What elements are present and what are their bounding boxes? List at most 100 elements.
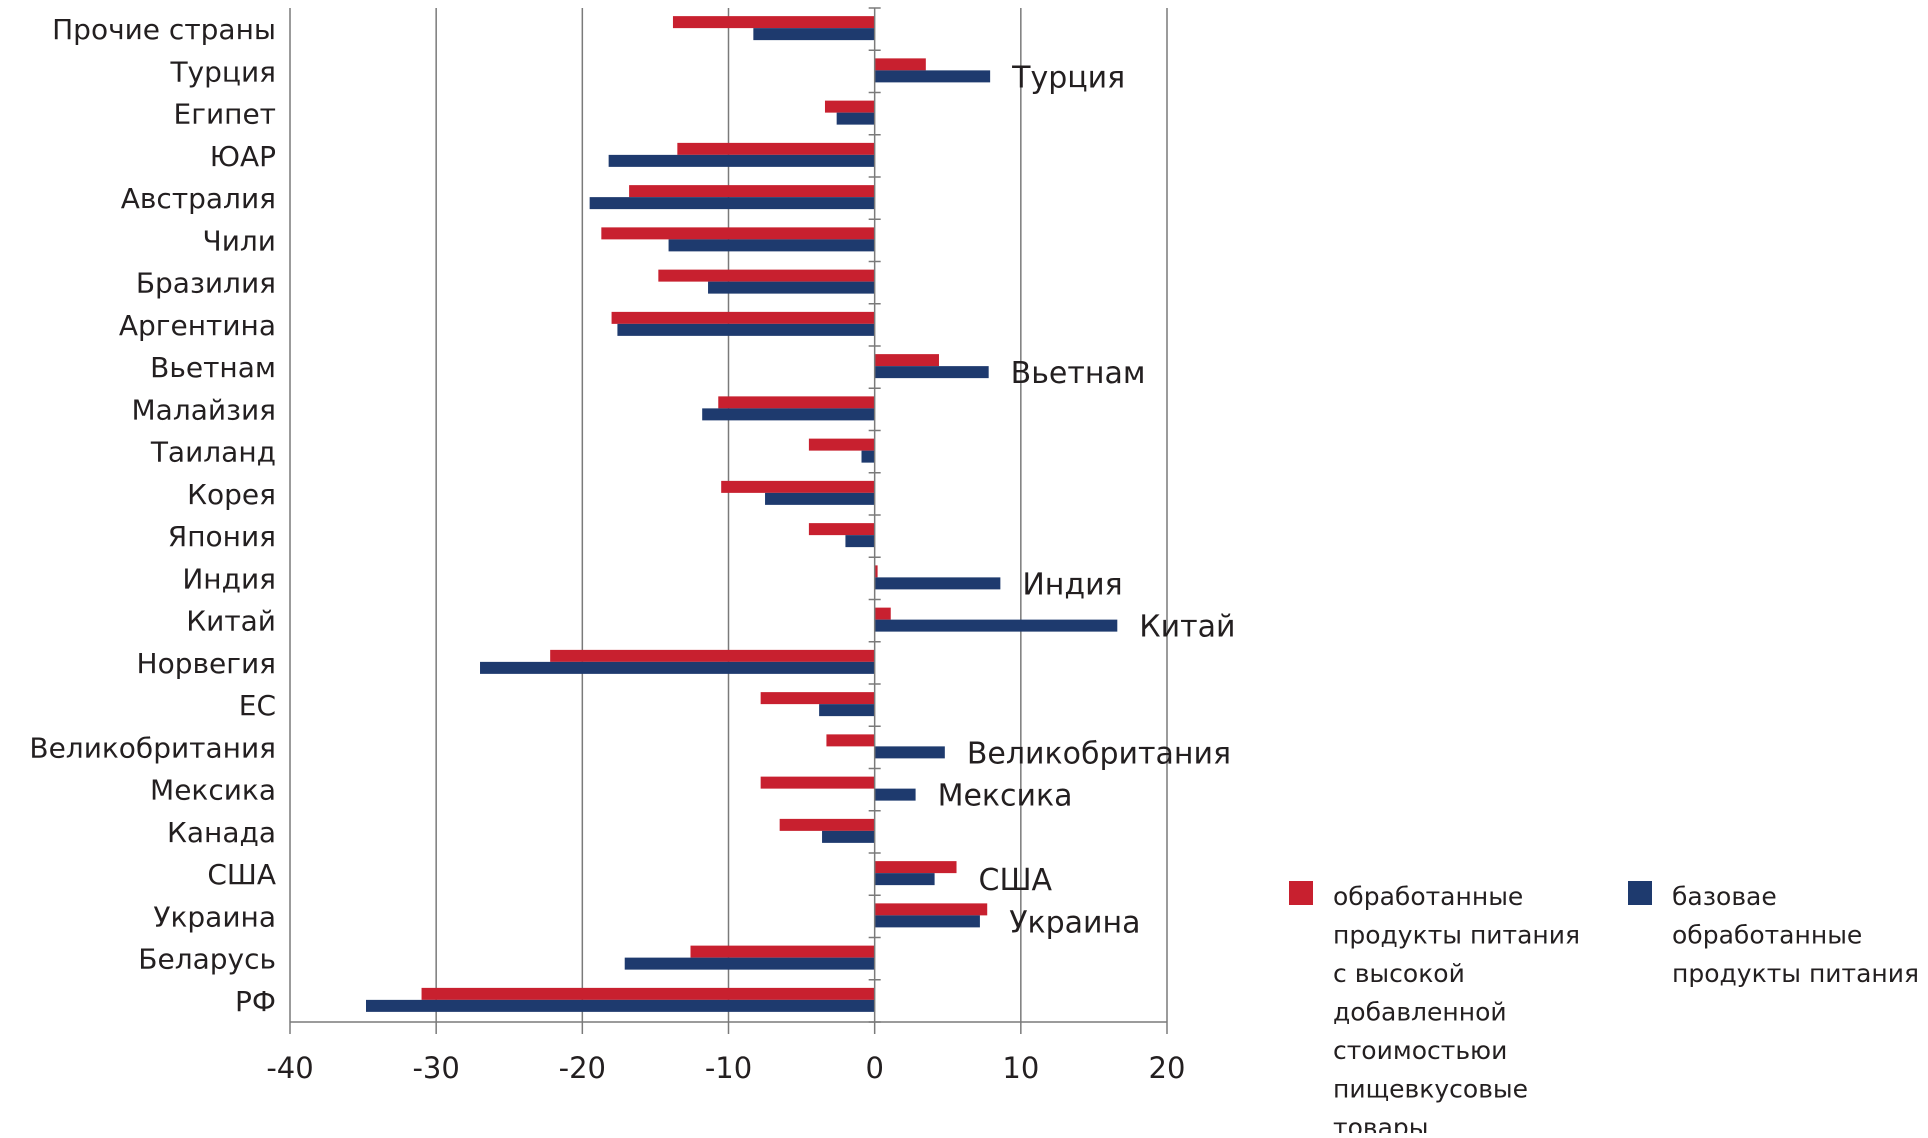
legend-red-square-icon <box>1289 881 1313 905</box>
legend-label: стоимостьюи <box>1333 1036 1507 1065</box>
legend-label: обработанные <box>1333 882 1523 911</box>
legend-label: добавленной <box>1333 998 1507 1027</box>
x-tick-label: -10 <box>705 1051 752 1085</box>
category-label: ЮАР <box>210 140 276 173</box>
bar-high-value <box>629 185 875 198</box>
category-label: Таиланд <box>150 436 276 469</box>
bar-basic <box>845 535 875 548</box>
bar-basic <box>708 281 875 294</box>
legend: обработанные продукты питания с высокой доб… <box>1289 881 1919 1138</box>
legend-label: товары <box>1333 1113 1429 1133</box>
category-label: Египет <box>174 98 276 131</box>
x-tick-label: -40 <box>266 1051 313 1085</box>
category-label: Аргентина <box>119 309 276 342</box>
bar-basic <box>589 197 875 210</box>
bar-high-value <box>808 523 875 536</box>
category-label: Япония <box>168 520 276 553</box>
legend-label: продукты питания <box>1333 921 1580 950</box>
annotation-label: Вьетнам <box>1011 356 1146 391</box>
category-label: Бразилия <box>136 267 276 300</box>
legend-label: базовае <box>1672 882 1777 911</box>
bar-high-value <box>760 776 875 789</box>
bar-high-value <box>690 945 875 958</box>
bar-basic <box>668 239 875 252</box>
annotation-label: Великобритания <box>967 736 1231 771</box>
bar-basic <box>874 366 989 379</box>
category-label: Канада <box>167 816 276 849</box>
bar-high-value <box>874 861 957 874</box>
x-tick-label: -20 <box>559 1051 606 1085</box>
annotation-label: США <box>979 863 1053 898</box>
bar-basic <box>624 957 875 970</box>
bar-high-value <box>874 903 988 916</box>
bar-basic <box>753 28 875 41</box>
bar-high-value <box>611 311 875 324</box>
bar-basic <box>874 70 991 83</box>
grid-lines <box>289 8 1168 1022</box>
annotations: Турция Вьетнам Индия Китай Великобритания Мек… <box>938 60 1236 940</box>
category-label: ЕС <box>239 689 276 722</box>
bar-high-value <box>760 692 875 705</box>
bar-basic <box>874 746 945 759</box>
category-label: Мексика <box>150 774 276 807</box>
x-tick-label: -30 <box>412 1051 459 1085</box>
bar-basic <box>608 154 875 167</box>
bar-basic <box>617 323 875 336</box>
bar-high-value <box>721 480 875 493</box>
bar-basic <box>819 704 875 717</box>
category-label: США <box>207 858 276 891</box>
bar-high-value <box>550 649 875 662</box>
bar-high-value <box>874 565 878 578</box>
bar-basic <box>874 873 935 886</box>
category-label: Беларусь <box>138 943 276 976</box>
annotation-label: Турция <box>1011 60 1125 95</box>
tick-labels: -40 -30 -20 -10 0 10 20 <box>266 1051 1185 1085</box>
category-label: Великобритания <box>29 731 276 764</box>
legend-label: обработанные <box>1672 921 1862 950</box>
bar-high-value <box>718 396 875 409</box>
category-label: Малайзия <box>132 393 277 426</box>
bar-basic <box>822 830 875 843</box>
bar-basic <box>702 408 875 421</box>
category-label: Норвегия <box>137 647 276 680</box>
bar-basic <box>874 788 916 801</box>
bar-high-value <box>421 987 875 1000</box>
annotation-label: Китай <box>1139 610 1235 645</box>
category-label: РФ <box>235 985 276 1018</box>
bar-basic <box>480 661 875 674</box>
category-label: Чили <box>203 224 277 257</box>
category-label: Корея <box>187 478 276 511</box>
category-labels: Прочие страны Турция Египет ЮАР Австралия Чил… <box>29 13 276 1018</box>
bar-high-value <box>874 607 891 620</box>
legend-navy-square-icon <box>1628 881 1652 905</box>
bar-high-value <box>779 818 875 831</box>
category-label: Украина <box>153 900 276 933</box>
category-label: Индия <box>182 562 276 595</box>
x-tick-label: 20 <box>1149 1051 1186 1085</box>
bar-high-value <box>672 16 875 29</box>
annotation-label: Украина <box>1009 905 1140 940</box>
x-tick-label: 10 <box>1002 1051 1039 1085</box>
legend-label: продукты питания <box>1672 959 1919 988</box>
bar-high-value <box>601 227 875 240</box>
bar-basic <box>874 577 1001 590</box>
bar-high-value <box>826 734 875 747</box>
bar-basic <box>765 492 875 505</box>
bar-high-value <box>874 354 939 367</box>
axes <box>289 7 1168 1034</box>
bar-high-value <box>824 100 875 113</box>
bar-high-value <box>808 438 875 451</box>
legend-label: с высокой <box>1333 959 1465 988</box>
bar-high-value <box>658 269 875 282</box>
legend-label: пищевкусовые <box>1333 1075 1528 1104</box>
annotation-label: Индия <box>1022 567 1122 602</box>
category-label: Австралия <box>121 182 276 215</box>
bar-high-value <box>677 142 875 155</box>
category-label: Прочие страны <box>52 13 276 46</box>
bar-basic <box>874 619 1118 632</box>
category-label: Турция <box>169 55 276 88</box>
category-label: Вьетнам <box>150 351 276 384</box>
category-label: Китай <box>186 605 276 638</box>
